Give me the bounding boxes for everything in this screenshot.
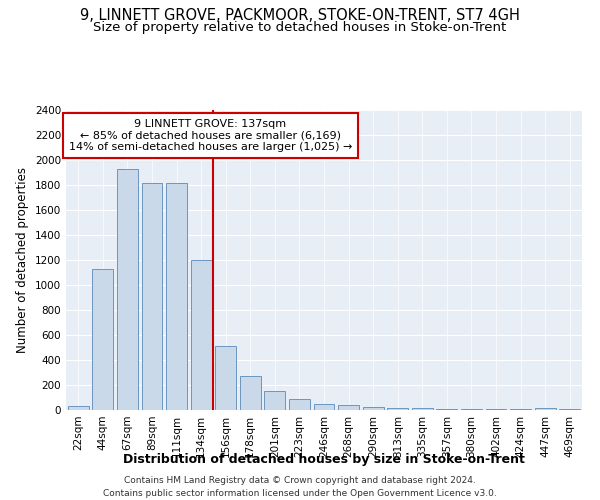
Bar bbox=[314, 404, 334, 410]
Bar bbox=[265, 391, 286, 410]
Bar bbox=[387, 408, 408, 410]
Bar bbox=[412, 408, 433, 410]
Bar bbox=[289, 399, 310, 410]
Text: 9, LINNETT GROVE, PACKMOOR, STOKE-ON-TRENT, ST7 4GH: 9, LINNETT GROVE, PACKMOOR, STOKE-ON-TRE… bbox=[80, 8, 520, 22]
Bar bbox=[215, 346, 236, 410]
Bar bbox=[535, 408, 556, 410]
Bar bbox=[461, 409, 482, 410]
Text: 9 LINNETT GROVE: 137sqm
← 85% of detached houses are smaller (6,169)
14% of semi: 9 LINNETT GROVE: 137sqm ← 85% of detache… bbox=[69, 119, 352, 152]
Text: Distribution of detached houses by size in Stoke-on-Trent: Distribution of detached houses by size … bbox=[123, 452, 525, 466]
Bar bbox=[68, 406, 89, 410]
Bar bbox=[92, 269, 113, 410]
Y-axis label: Number of detached properties: Number of detached properties bbox=[16, 167, 29, 353]
Text: Size of property relative to detached houses in Stoke-on-Trent: Size of property relative to detached ho… bbox=[94, 21, 506, 34]
Bar bbox=[362, 407, 383, 410]
Bar bbox=[142, 182, 163, 410]
Bar bbox=[117, 169, 138, 410]
Bar bbox=[240, 376, 261, 410]
Bar bbox=[191, 260, 212, 410]
Text: Contains HM Land Registry data © Crown copyright and database right 2024.
Contai: Contains HM Land Registry data © Crown c… bbox=[103, 476, 497, 498]
Bar bbox=[436, 409, 457, 410]
Bar bbox=[166, 182, 187, 410]
Bar bbox=[338, 405, 359, 410]
